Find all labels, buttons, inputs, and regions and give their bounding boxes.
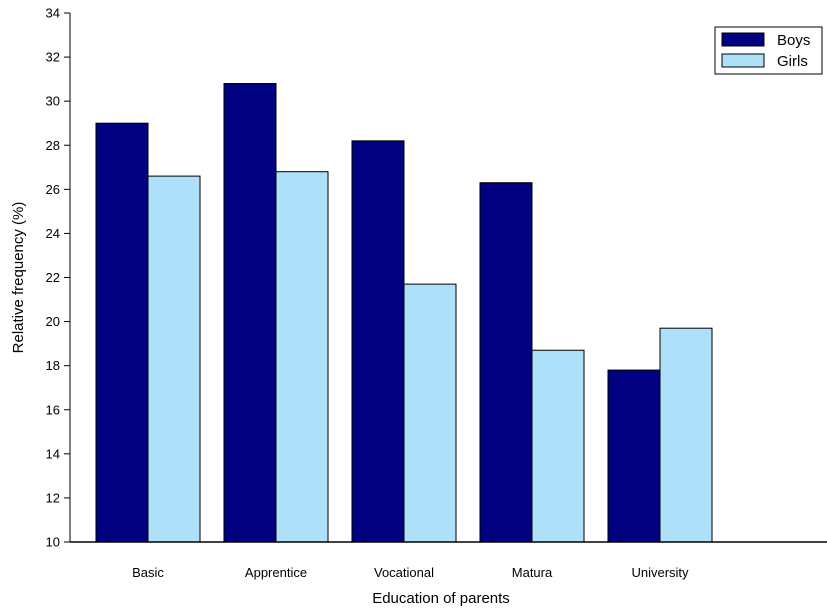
y-tick-label: 10 — [46, 535, 60, 550]
legend-swatch-girls — [721, 53, 765, 68]
bar-boys-university — [607, 369, 661, 543]
y-tick-label: 14 — [46, 446, 60, 461]
bar-girls-apprentice — [275, 171, 329, 543]
y-ticks-group: 10 12 14 16 18 20 22 24 26 28 30 32 34 — [46, 6, 70, 550]
bar-girls-matura — [531, 349, 585, 543]
x-tick-label: Apprentice — [245, 565, 307, 580]
legend-label-girls: Girls — [777, 53, 808, 70]
legend-label-boys: Boys — [777, 32, 810, 49]
y-tick-label: 12 — [46, 490, 60, 505]
x-tick-labels-group: Basic Apprentice Vocational Matura Universit… — [132, 565, 689, 580]
y-tick-label: 26 — [46, 182, 60, 197]
bar-girls-vocational — [403, 283, 457, 543]
y-tick-label: 16 — [46, 402, 60, 417]
bar-girls-university — [659, 327, 713, 543]
x-tick-label: Basic — [132, 565, 164, 580]
y-tick-label: 32 — [46, 50, 60, 65]
bar-boys-apprentice — [223, 83, 277, 543]
y-tick-label: 34 — [46, 6, 60, 21]
bars-group — [95, 83, 713, 543]
x-tick-label: Vocational — [374, 565, 434, 580]
bar-boys-basic — [95, 122, 149, 543]
legend: Boys Girls — [714, 26, 823, 75]
x-tick-label: University — [631, 565, 689, 580]
bar-boys-vocational — [351, 140, 405, 543]
bar-girls-basic — [147, 175, 201, 543]
x-axis-title: Education of parents — [372, 590, 510, 607]
y-tick-label: 28 — [46, 138, 60, 153]
y-tick-label: 24 — [46, 226, 60, 241]
y-axis-title: Relative frequency (%) — [10, 202, 27, 354]
y-tick-label: 30 — [46, 94, 60, 109]
y-tick-label: 22 — [46, 270, 60, 285]
y-tick-label: 18 — [46, 358, 60, 373]
bar-boys-matura — [479, 182, 533, 543]
x-tick-label: Matura — [512, 565, 553, 580]
legend-swatch-boys — [721, 32, 765, 47]
y-tick-label: 20 — [46, 314, 60, 329]
